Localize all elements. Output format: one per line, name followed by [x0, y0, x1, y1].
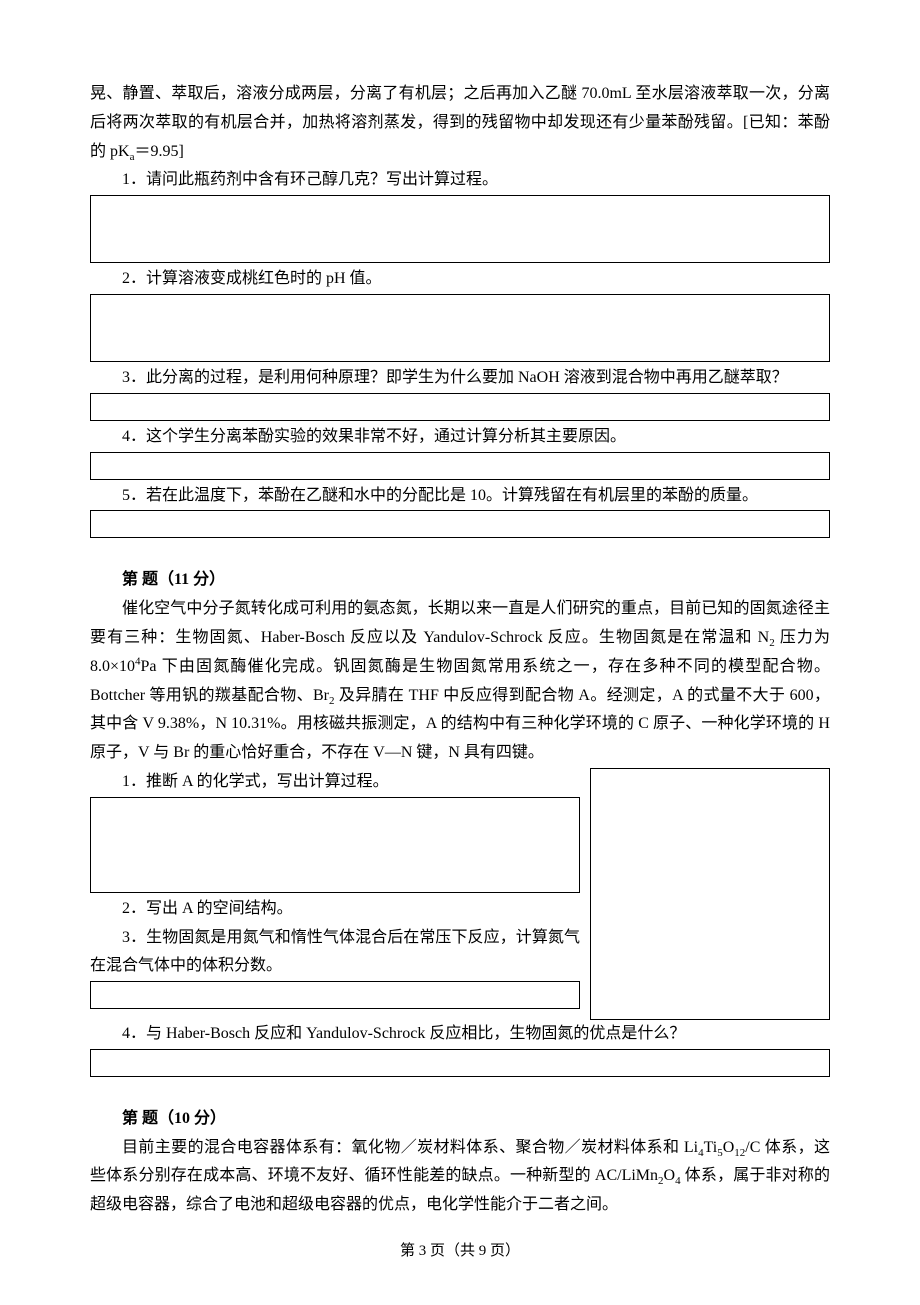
answer-box-1 — [90, 195, 830, 263]
sb-s3: 12 — [734, 1147, 745, 1159]
question-3: 3．此分离的过程，是利用何种原理？即学生为什么要加 NaOH 溶液到混合物中再用… — [90, 364, 830, 393]
sb-t1: 目前主要的混合电容器体系有：氧化物／炭材料体系、聚合物／炭材料体系和 Li — [122, 1139, 698, 1156]
question-1: 1．请问此瓶药剂中含有环己醇几克？写出计算过程。 — [90, 166, 830, 195]
answer-box-a4 — [90, 1049, 830, 1077]
question-4: 4．这个学生分离苯酚实验的效果非常不好，通过计算分析其主要原因。 — [90, 423, 830, 452]
section-a-right-col — [590, 768, 830, 1020]
section-a-q4: 4．与 Haber-Bosch 反应和 Yandulov-Schrock 反应相… — [90, 1020, 830, 1049]
sb-t5: O — [664, 1167, 676, 1184]
side-answer-box — [590, 768, 830, 1020]
section-b-para: 目前主要的混合电容器体系有：氧化物／炭材料体系、聚合物／炭材料体系和 Li4Ti… — [90, 1134, 830, 1220]
question-3-text: 3．此分离的过程，是利用何种原理？即学生为什么要加 NaOH 溶液到混合物中再用… — [122, 369, 788, 386]
answer-box-a1 — [90, 797, 580, 893]
section-a-left-col: 1．推断 A 的化学式，写出计算过程。 2．写出 A 的空间结构。 3．生物固氮… — [90, 768, 580, 1011]
answer-box-4 — [90, 452, 830, 480]
answer-box-3 — [90, 393, 830, 421]
section-a-title: 第 题（11 分） — [90, 566, 830, 595]
page-container: 晃、静置、萃取后，溶液分成两层，分离了有机层；之后再加入乙醚 70.0mL 至水… — [0, 0, 920, 1305]
answer-box-2 — [90, 294, 830, 362]
section-b-title: 第 题（10 分） — [90, 1105, 830, 1134]
question-2: 2．计算溶液变成桃红色时的 pH 值。 — [90, 265, 830, 294]
section-a-row: 1．推断 A 的化学式，写出计算过程。 2．写出 A 的空间结构。 3．生物固氮… — [90, 768, 830, 1020]
page-footer: 第 3 页（共 9 页） — [90, 1238, 830, 1265]
answer-box-a3 — [90, 981, 580, 1009]
intro-text-1: 晃、静置、萃取后，溶液分成两层，分离了有机层；之后再加入乙醚 70.0mL 至水… — [90, 85, 830, 160]
answer-box-5 — [90, 510, 830, 538]
section-a-q3: 3．生物固氮是用氮气和惰性气体混合后在常压下反应，计算氮气在混合气体中的体积分数… — [90, 924, 580, 982]
sb-t3: O — [723, 1139, 735, 1156]
intro-paragraph: 晃、静置、萃取后，溶液分成两层，分离了有机层；之后再加入乙醚 70.0mL 至水… — [90, 80, 830, 166]
section-a-para: 催化空气中分子氮转化成可利用的氨态氮，长期以来一直是人们研究的重点，目前已知的固… — [90, 595, 830, 768]
question-5: 5．若在此温度下，苯酚在乙醚和水中的分配比是 10。计算残留在有机层里的苯酚的质… — [90, 482, 830, 511]
sb-t2: Ti — [704, 1139, 718, 1156]
sa-t1: 催化空气中分子氮转化成可利用的氨态氮，长期以来一直是人们研究的重点，目前已知的固… — [90, 600, 830, 646]
intro-text-2: ＝9.95] — [134, 143, 183, 160]
section-a-q1: 1．推断 A 的化学式，写出计算过程。 — [90, 768, 580, 797]
section-a-q2: 2．写出 A 的空间结构。 — [90, 895, 580, 924]
